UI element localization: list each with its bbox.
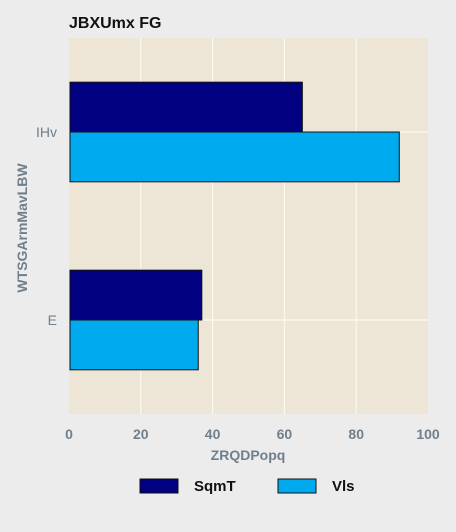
bar-sqmt-ihv: [69, 81, 303, 133]
y-tick-label: IHv: [36, 124, 57, 140]
legend-label-sqmt: SqmT: [194, 478, 236, 495]
x-tick-label: 80: [348, 426, 364, 442]
bar-sqmt-e: [69, 269, 203, 321]
bar-vls-ihv: [69, 131, 400, 183]
x-tick-label: 20: [133, 426, 149, 442]
x-tick-labels: 0 20 40 60 80 100: [65, 426, 440, 442]
bar-vls-e: [69, 319, 199, 371]
chart-title: JBXUmx FG: [69, 15, 161, 32]
y-tick-label: E: [48, 312, 57, 328]
bars: [69, 81, 400, 371]
legend-swatch-vls: [277, 478, 317, 494]
x-tick-label: 60: [277, 426, 293, 442]
x-axis-label: ZRQDPopq: [211, 447, 286, 463]
x-tick-label: 100: [416, 426, 440, 442]
x-tick-label: 40: [205, 426, 221, 442]
y-axis-label: WTSGArmMavLBW: [14, 163, 30, 293]
legend-swatch-sqmt: [139, 478, 179, 494]
legend-label-vls: Vls: [332, 478, 355, 495]
legend: SqmT Vls: [139, 478, 355, 495]
x-tick-label: 0: [65, 426, 73, 442]
y-tick-labels: IHv E: [36, 124, 57, 328]
